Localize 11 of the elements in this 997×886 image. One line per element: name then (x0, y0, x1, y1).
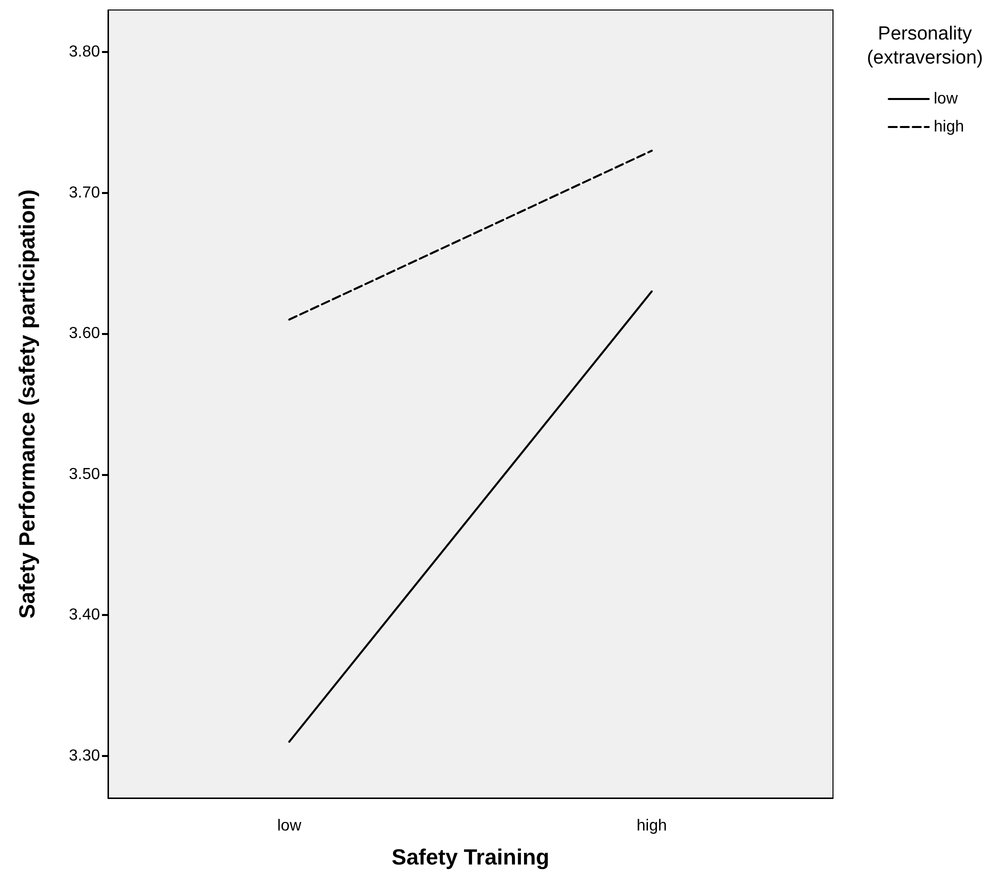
y-axis-title: Safety Performance (safety participation) (14, 189, 40, 619)
y-tick-label: 3.40 (68, 606, 100, 624)
y-tick-label: 3.60 (68, 325, 100, 342)
y-tick-label: 3.70 (68, 184, 100, 202)
y-tick-label: 3.30 (68, 747, 100, 764)
legend-label: high (934, 118, 964, 136)
x-axis-title: Safety Training (392, 844, 550, 870)
legend-title: Personality (extraversion) (866, 24, 984, 68)
y-tick-label: 3.50 (68, 466, 100, 483)
y-tick-label: 3.80 (68, 44, 100, 61)
legend-label: low (934, 90, 958, 108)
